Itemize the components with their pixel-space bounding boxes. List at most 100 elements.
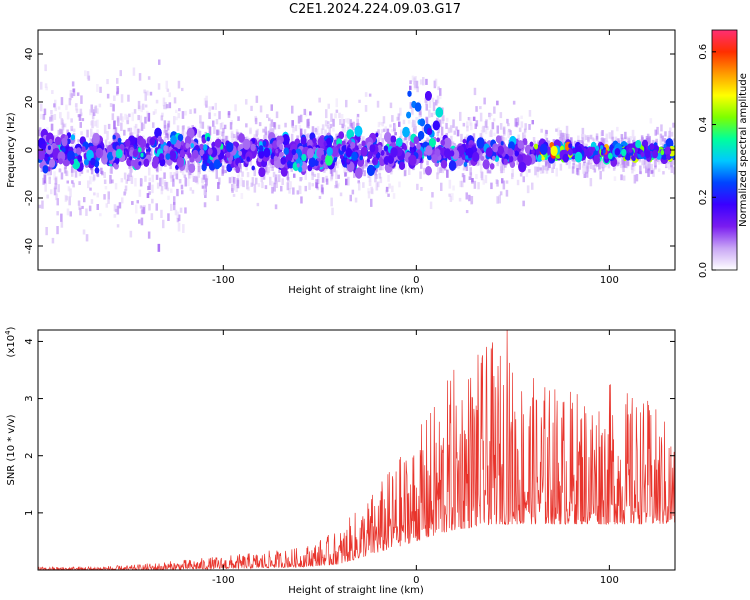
spectrogram-cell bbox=[173, 97, 177, 104]
spectrogram-cell bbox=[99, 213, 102, 217]
spectrogram-cell bbox=[512, 100, 516, 105]
spectrogram-cell bbox=[366, 158, 370, 163]
spectrogram-cell bbox=[653, 158, 657, 166]
spectrogram-cell bbox=[151, 174, 154, 183]
spectrogram-cell bbox=[103, 172, 106, 178]
spectrogram-cell bbox=[289, 181, 292, 190]
spectrogram-cell bbox=[583, 134, 586, 142]
spectrogram-cell bbox=[170, 203, 173, 211]
spectrogram-cell bbox=[657, 168, 661, 172]
spectrogram-cell bbox=[601, 159, 604, 169]
spectrogram-cell bbox=[275, 180, 278, 188]
spectrogram-cell bbox=[664, 131, 667, 137]
spectrogram-cell bbox=[53, 186, 57, 194]
spectrogram-cell bbox=[146, 90, 149, 96]
spectrogram-cell bbox=[96, 108, 99, 114]
spectrogram-cell bbox=[470, 196, 474, 204]
spectrogram-cell bbox=[104, 139, 108, 143]
spectrogram-cell bbox=[149, 148, 153, 156]
spectrogram-cell bbox=[72, 182, 75, 188]
spectrogram-cell bbox=[390, 129, 394, 133]
spectrogram-cell bbox=[547, 141, 551, 147]
spectrogram-cell bbox=[349, 119, 352, 127]
spectrogram-cell bbox=[73, 139, 77, 147]
spectrogram-cell bbox=[113, 204, 117, 212]
spectrogram-cell bbox=[271, 128, 275, 133]
spectrogram-cell bbox=[516, 160, 520, 165]
spectrogram-cell bbox=[133, 109, 137, 114]
spectrogram-cell bbox=[241, 171, 244, 177]
spectrogram-cell bbox=[631, 168, 634, 174]
spectrogram-cell bbox=[633, 174, 637, 184]
spectrogram-cell bbox=[162, 97, 166, 107]
spectrogram-cell bbox=[192, 160, 195, 168]
spectrogram-cell bbox=[151, 198, 154, 204]
spectrogram-cell bbox=[64, 194, 68, 202]
spectrogram-cell bbox=[38, 204, 42, 209]
spectrogram-cell bbox=[485, 119, 488, 128]
spectrogram-cell bbox=[345, 134, 348, 139]
spectrogram-cell bbox=[80, 112, 83, 116]
spectrogram-cell bbox=[104, 139, 108, 148]
spectrogram-cell bbox=[141, 205, 144, 213]
spectrogram-cell bbox=[414, 125, 417, 134]
spectrogram-cell bbox=[204, 184, 207, 193]
spectrogram-cell bbox=[470, 122, 473, 131]
spectrogram-cell bbox=[224, 169, 227, 174]
spectrogram-cell bbox=[479, 159, 483, 164]
spectrogram-cell bbox=[654, 129, 657, 136]
spectrogram-cell bbox=[260, 176, 263, 183]
spectrogram-cell bbox=[537, 160, 541, 167]
spectrogram-cell bbox=[469, 172, 473, 180]
spectrogram-cell bbox=[107, 199, 110, 204]
spectrogram-cell bbox=[590, 155, 593, 165]
spectrogram-cell bbox=[181, 125, 185, 132]
spectrogram-cell bbox=[127, 127, 130, 132]
spectrogram-cell bbox=[472, 116, 476, 121]
spectrogram-cell bbox=[46, 194, 49, 199]
spectrogram-cell bbox=[425, 78, 428, 85]
spectrogram-cell bbox=[274, 204, 278, 210]
spectrogram-cell bbox=[324, 120, 328, 127]
spectrogram-cell bbox=[144, 116, 147, 124]
spectrogram-cell bbox=[496, 196, 499, 204]
spectrogram-cell bbox=[528, 124, 531, 130]
spectrogram-cell bbox=[338, 112, 341, 119]
spectrogram-cell bbox=[479, 106, 482, 110]
spectrogram-cell bbox=[376, 100, 380, 108]
spectrogram-cell bbox=[236, 179, 240, 189]
spectrogram-cell bbox=[541, 165, 545, 174]
spectrogram-cell bbox=[304, 185, 307, 192]
spectrogram-cell bbox=[157, 243, 161, 252]
spectrogram-cell bbox=[286, 182, 290, 191]
spectrogram-cell bbox=[163, 172, 166, 179]
spectrogram-cell bbox=[374, 169, 377, 176]
spectrogram-cell bbox=[175, 169, 178, 173]
spectrogram-cell bbox=[347, 118, 350, 124]
spectrogram-cell bbox=[488, 131, 492, 137]
spectrogram-cell bbox=[277, 124, 281, 130]
spectrogram-cell bbox=[662, 144, 665, 148]
spectrogram-cell bbox=[205, 179, 208, 187]
spectrogram-cell bbox=[163, 120, 167, 129]
spectrogram-cell bbox=[78, 172, 82, 177]
spectrogram-cell bbox=[657, 155, 661, 165]
spectrogram-cell bbox=[77, 200, 81, 206]
spectrogram-cell bbox=[256, 202, 260, 207]
spectrogram-cell bbox=[528, 169, 531, 173]
spectrogram-cell bbox=[555, 128, 558, 132]
spectrogram-cell bbox=[68, 196, 71, 206]
spectrogram-cell bbox=[129, 127, 133, 136]
spectrogram-cell bbox=[201, 180, 204, 189]
spectrogram-cell bbox=[159, 177, 162, 187]
spectrogram-cell bbox=[203, 188, 206, 196]
spectrogram-cell bbox=[398, 181, 401, 188]
spectrogram-cell bbox=[630, 165, 634, 170]
spectrogram-cell bbox=[330, 197, 333, 207]
spectrogram-cell bbox=[539, 167, 543, 174]
spectrogram-cell bbox=[267, 166, 271, 173]
spectrogram-cell bbox=[125, 179, 128, 184]
spectrogram-cell bbox=[350, 122, 353, 129]
spectrogram-cell bbox=[189, 109, 192, 114]
spectrogram-cell bbox=[651, 170, 654, 174]
